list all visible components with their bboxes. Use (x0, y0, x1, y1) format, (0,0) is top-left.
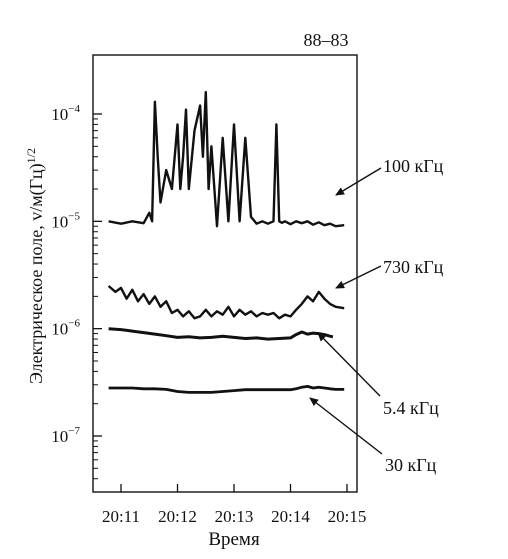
annotation-arrow (335, 265, 382, 289)
annotation-label: 730 кГц (383, 257, 444, 277)
y-tick-exponent: −7 (68, 425, 80, 437)
annotation-label: 100 кГц (383, 156, 444, 176)
y-tick-label: 10−5 (51, 210, 80, 231)
chart-title: 88–83 (304, 30, 349, 50)
series-layer (107, 90, 345, 394)
y-axis-label-exponent: 1/2 (24, 148, 38, 163)
y-tick-exponent: −4 (68, 103, 80, 115)
y-tick-label: 10−6 (51, 318, 80, 339)
annotation-arrow (317, 332, 381, 397)
series-line-3 (108, 384, 345, 394)
annotation-arrow (335, 167, 382, 196)
y-axis-ticks: 10−410−510−610−7 (51, 103, 102, 480)
y-tick-base: 10 (51, 105, 68, 124)
x-tick-label: 20:12 (158, 507, 197, 526)
y-tick-label: 10−7 (51, 425, 80, 446)
annotation-label: 30 кГц (385, 455, 437, 475)
y-axis-label: Электрическое поле, v/м(Гц)1/2 (24, 148, 47, 384)
plot-frame (92, 54, 358, 493)
x-tick-label: 20:11 (102, 507, 140, 526)
y-tick-base: 10 (51, 212, 68, 231)
annotations: 100 кГц 730 кГц 5.4 кГц 30 кГц (309, 156, 444, 475)
x-tick-label: 20:13 (215, 507, 254, 526)
annotation-label: 5.4 кГц (383, 398, 439, 418)
annotation-arrow (309, 397, 383, 455)
y-tick-label: 10−4 (51, 103, 80, 124)
series-line-1 (107, 285, 345, 320)
x-tick-label: 20:14 (271, 507, 310, 526)
y-axis-label-text: Электрическое поле, v/м(Гц) (26, 163, 47, 384)
series-line-2 (108, 327, 334, 341)
y-tick-base: 10 (51, 427, 68, 446)
y-tick-exponent: −6 (68, 318, 80, 330)
x-axis-ticks: 20:11 20:12 20:13 20:14 20:15 (102, 484, 366, 526)
x-tick-label: 20:15 (328, 507, 367, 526)
x-axis-label: Время (208, 529, 260, 550)
y-tick-exponent: −5 (68, 210, 80, 222)
y-tick-base: 10 (51, 320, 68, 339)
series-line-0 (108, 90, 345, 228)
